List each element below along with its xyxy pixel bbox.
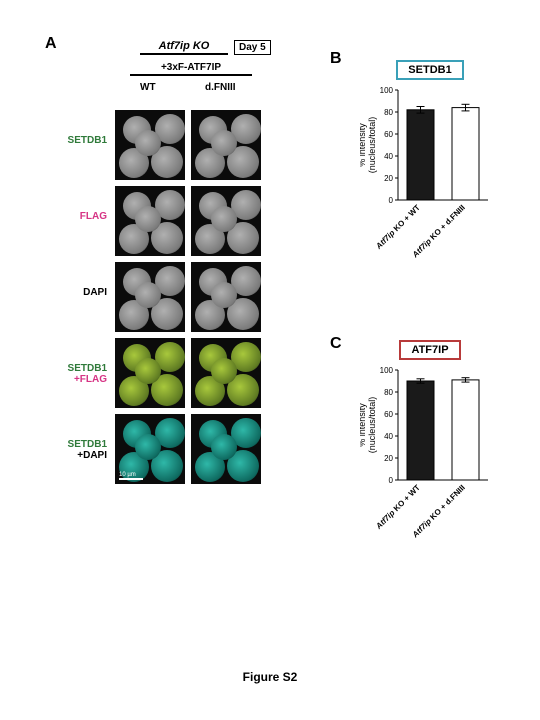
row-label: SETDB1+FLAG xyxy=(47,363,107,385)
row-label: SETDB1+DAPI xyxy=(47,439,107,461)
svg-text:80: 80 xyxy=(384,108,393,117)
svg-text:0: 0 xyxy=(389,476,394,485)
chart-svg: 020406080100Atf7ip KO + WTAtf7ip KO + d.… xyxy=(360,84,500,284)
microscopy-image xyxy=(115,262,185,332)
panel-c-letter: C xyxy=(330,335,342,353)
svg-text:60: 60 xyxy=(384,410,393,419)
svg-text:% intensity(nucleus/total): % intensity(nucleus/total) xyxy=(360,117,377,174)
svg-text:20: 20 xyxy=(384,454,393,463)
svg-text:40: 40 xyxy=(384,432,393,441)
bar xyxy=(407,110,434,200)
svg-text:Atf7ip KO + WT: Atf7ip KO + WT xyxy=(374,203,422,251)
chart-title: ATF7IP xyxy=(399,340,460,360)
panel-a-header: Atf7ip KO Day 5 xyxy=(140,40,271,55)
col-label-dfniii: d.FNIII xyxy=(205,82,236,93)
microscopy-image: 10 µm xyxy=(115,414,185,484)
row-label: FLAG xyxy=(47,211,107,222)
chart-setdb1: SETDB1020406080100Atf7ip KO + WTAtf7ip K… xyxy=(360,90,500,310)
col-label-wt: WT xyxy=(140,82,156,93)
microscopy-image xyxy=(115,338,185,408)
ko-label: Atf7ip KO xyxy=(140,40,228,55)
bar xyxy=(407,381,434,480)
sub-header: +3xF-ATF7IP xyxy=(130,62,252,76)
chart-title: SETDB1 xyxy=(396,60,463,80)
figure-label: Figure S2 xyxy=(0,670,540,684)
chart-atf7ip: ATF7IP020406080100Atf7ip KO + WTAtf7ip K… xyxy=(360,370,500,590)
microscopy-image xyxy=(115,186,185,256)
bar xyxy=(452,108,479,200)
day-label: Day 5 xyxy=(234,40,271,55)
svg-text:80: 80 xyxy=(384,388,393,397)
figure-container: A Atf7ip KO Day 5 +3xF-ATF7IP WT d.FNIII… xyxy=(0,0,540,720)
microscopy-image xyxy=(191,262,261,332)
chart-svg: 020406080100Atf7ip KO + WTAtf7ip KO + d.… xyxy=(360,364,500,564)
svg-text:100: 100 xyxy=(380,366,394,375)
svg-text:100: 100 xyxy=(380,86,394,95)
panel-b-letter: B xyxy=(330,50,342,68)
microscopy-image xyxy=(115,110,185,180)
microscopy-image xyxy=(191,414,261,484)
row-label: DAPI xyxy=(47,287,107,298)
bar xyxy=(452,380,479,480)
svg-text:% intensity(nucleus/total): % intensity(nucleus/total) xyxy=(360,397,377,454)
row-label: SETDB1 xyxy=(47,135,107,146)
panel-a-letter: A xyxy=(45,35,57,53)
svg-text:Atf7ip KO + WT: Atf7ip KO + WT xyxy=(374,483,422,531)
svg-text:20: 20 xyxy=(384,174,393,183)
microscopy-image xyxy=(191,186,261,256)
svg-text:60: 60 xyxy=(384,130,393,139)
svg-text:40: 40 xyxy=(384,152,393,161)
microscopy-image xyxy=(191,338,261,408)
microscopy-image xyxy=(191,110,261,180)
svg-text:0: 0 xyxy=(389,196,394,205)
